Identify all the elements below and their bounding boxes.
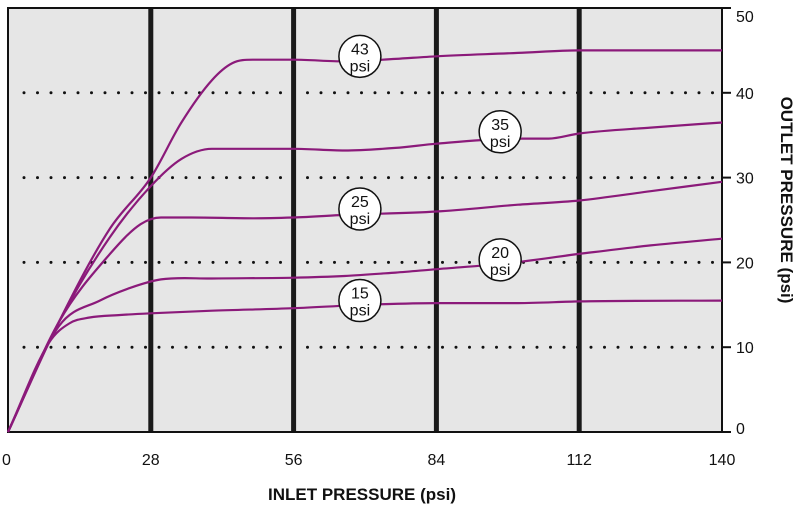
- label-number: 20: [491, 245, 509, 262]
- y-tick-label-10: 10: [736, 340, 754, 357]
- x-tick-label-140: 140: [709, 452, 736, 469]
- series-line-43: [7, 49, 722, 433]
- label-unit: psi: [350, 211, 370, 228]
- x-tick-label-0: 0: [2, 452, 11, 469]
- label-number: 43: [351, 41, 369, 58]
- label-bubble: [338, 278, 382, 323]
- label-number: 35: [491, 117, 509, 134]
- y-tick-label-50: 50: [736, 9, 754, 26]
- x-tick-label-112: 112: [566, 452, 592, 469]
- label-unit: psi: [350, 58, 370, 75]
- label-unit: psi: [350, 303, 370, 320]
- x-axis-title: INLET PRESSURE (psi): [268, 485, 456, 504]
- y-tick-label-20: 20: [736, 255, 754, 272]
- label-bubble: [478, 110, 522, 154]
- x-tick-label-56: 56: [285, 452, 303, 469]
- label-unit: psi: [490, 262, 510, 279]
- label-unit: psi: [490, 134, 510, 151]
- label-number: 15: [351, 286, 369, 303]
- y-tick-labels: 0 10 20 30 40 50: [736, 9, 754, 438]
- y-tick-marks: [722, 7, 731, 433]
- y-axis-title: OUTLET PRESSURE (psi): [777, 97, 795, 304]
- label-bubble: [338, 34, 382, 79]
- label-bubble: [478, 238, 522, 282]
- series-line-20: [7, 237, 723, 433]
- label-bubble: [338, 187, 382, 231]
- series-lines: [6, 49, 723, 433]
- x-tick-label-28: 28: [142, 452, 160, 469]
- x-tick-labels: 0 28 56 84 112 140: [2, 452, 735, 469]
- vertical-gridlines: [148, 8, 582, 432]
- series-line-25: [7, 180, 723, 433]
- label-number: 25: [351, 194, 369, 211]
- series-line-35: [7, 121, 723, 433]
- y-tick-label-30: 30: [736, 171, 754, 188]
- y-tick-label-0: 0: [736, 421, 745, 438]
- x-tick-label-84: 84: [428, 452, 446, 469]
- plot-border: [7, 7, 723, 433]
- series-line-15: [6, 299, 723, 433]
- y-tick-label-40: 40: [736, 86, 754, 103]
